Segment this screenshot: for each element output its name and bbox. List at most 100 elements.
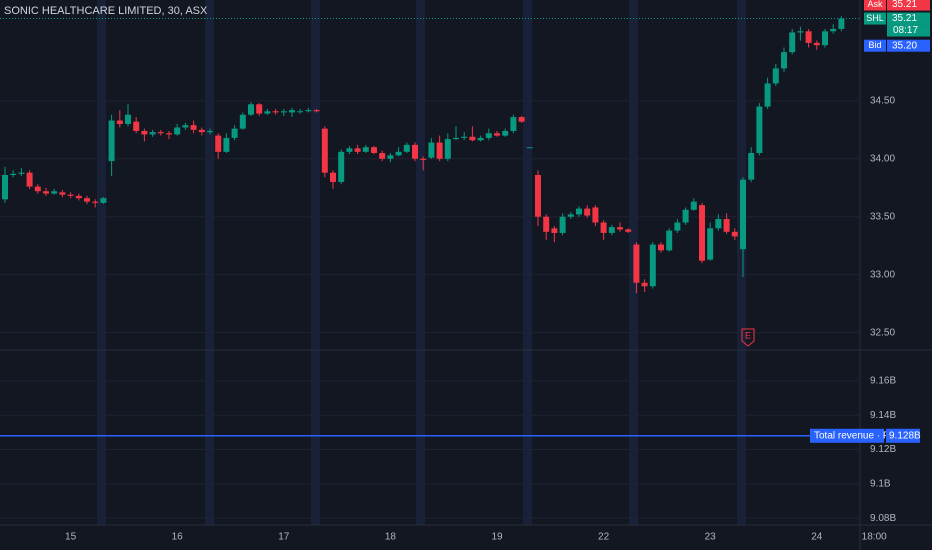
candle-body [600, 222, 607, 233]
last-value: 35.21 [892, 13, 917, 24]
candle-body [740, 179, 746, 250]
candle-body [354, 148, 361, 152]
countdown: 08:17 [893, 25, 918, 36]
session-break [311, 0, 320, 525]
y-tick-label: 34.00 [870, 153, 895, 164]
candle-body [215, 135, 222, 152]
candle-body [469, 136, 476, 141]
candle-body [543, 216, 550, 232]
candle-body [707, 228, 714, 260]
indicator-name: Total revenue · FY [814, 430, 896, 441]
candle-body [239, 114, 246, 129]
candle-body [207, 130, 213, 133]
last-value-box [887, 12, 930, 25]
candle-body [748, 152, 755, 180]
candle-body [461, 136, 468, 138]
candle-body [641, 282, 648, 287]
candle-body [75, 195, 82, 199]
candle-body [559, 216, 566, 233]
y-tick-label: 9.16B [870, 376, 896, 387]
candle-body [182, 125, 189, 128]
session-break [97, 0, 106, 525]
candle-body [797, 31, 804, 33]
candle-body [412, 144, 418, 159]
candle-body [190, 125, 197, 130]
candle-body [485, 133, 492, 138]
bid-name: Bid [868, 40, 881, 50]
candle-body [567, 214, 574, 217]
candle-body [330, 172, 336, 182]
y-tick-label: 9.14B [870, 410, 896, 421]
ask-value-box [887, 0, 930, 11]
candle-body [248, 104, 254, 115]
candle-body [526, 147, 533, 149]
candle-body [551, 228, 558, 233]
candle-body [658, 244, 664, 251]
candle-body [608, 227, 615, 233]
earnings-marker: E [745, 330, 751, 340]
candle-body [264, 111, 271, 114]
y-tick-label: 33.00 [870, 269, 895, 280]
last-box [864, 12, 886, 25]
candle-body [387, 155, 394, 159]
candle-body [149, 132, 156, 135]
candle-body [280, 111, 287, 113]
y-tick-label: 32.50 [870, 327, 895, 338]
candle-body [289, 110, 295, 113]
bid-box [864, 39, 886, 52]
x-tick-label: 18 [385, 532, 397, 543]
candle-body [67, 194, 74, 196]
candle-body [715, 219, 722, 229]
candle-body [666, 230, 673, 251]
indicator-value-box [886, 428, 920, 443]
candle-body [781, 52, 787, 69]
candle-body [649, 244, 656, 287]
ask-value: 35.21 [892, 0, 917, 10]
candle-body [362, 147, 369, 152]
candle-body [805, 31, 812, 43]
countdown-box [887, 24, 930, 37]
candle-body [731, 231, 738, 237]
y-tick-label: 9.1B [870, 478, 891, 489]
candle-body [403, 144, 410, 152]
candle-body [100, 198, 107, 203]
candle-body [108, 120, 115, 162]
candle-body [272, 111, 279, 113]
indicator-value: 9.128B [889, 430, 921, 441]
candle-body [256, 104, 263, 114]
session-break [523, 0, 532, 525]
x-tick-label: 15 [65, 532, 77, 543]
candle-body [535, 175, 541, 217]
candle-body [420, 158, 427, 160]
candle-body [838, 18, 845, 29]
candle-body [756, 106, 763, 153]
candle-body [699, 205, 705, 261]
session-break [737, 0, 746, 525]
candle-body [453, 137, 459, 140]
candle-body [494, 133, 500, 136]
earnings-marker-shape [741, 328, 755, 347]
candle-body [633, 244, 640, 283]
candle-body [231, 128, 238, 138]
x-tick-label: 22 [598, 532, 610, 543]
candle-body [428, 142, 435, 158]
candle-body [444, 139, 451, 159]
candle-body [592, 207, 599, 223]
candle-body [2, 175, 8, 200]
candle-body [625, 229, 632, 232]
candle-body [584, 208, 591, 216]
candle-body [617, 227, 623, 230]
candle-body [395, 151, 402, 156]
candle-body [305, 110, 312, 112]
ask-box [864, 0, 886, 11]
candle-body [51, 191, 58, 194]
candle-body [830, 28, 837, 32]
candle-body [477, 137, 484, 141]
candle-body [223, 137, 230, 152]
y-tick-label: 9.12B [870, 444, 896, 455]
candle-body [313, 110, 320, 112]
ask-name: Ask [867, 0, 883, 9]
last-name: SHL [866, 13, 884, 23]
x-tick-label: 16 [172, 532, 184, 543]
candle-body [84, 198, 90, 202]
